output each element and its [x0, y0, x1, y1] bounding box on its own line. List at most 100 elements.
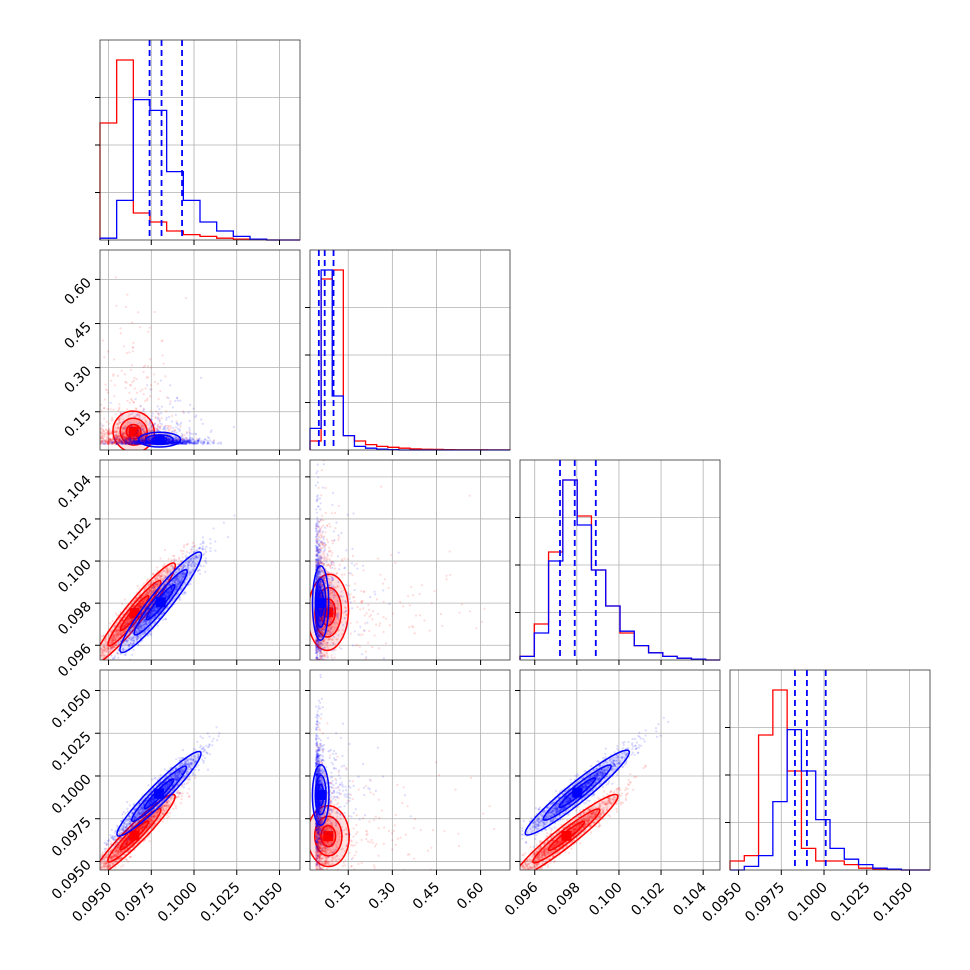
scatter-point [105, 428, 108, 432]
scatter-point [183, 440, 186, 443]
scatter-point [123, 425, 127, 428]
scatter-point [95, 432, 97, 434]
scatter-point [179, 399, 182, 402]
scatter-point [123, 441, 126, 444]
scatter-point [106, 429, 109, 432]
scatter-point [137, 442, 140, 445]
scatter-point [190, 548, 193, 551]
scatter-point [181, 442, 184, 445]
scatter-point [118, 441, 121, 444]
scatter-point [105, 420, 108, 423]
scatter-point [154, 422, 157, 425]
scatter-point [143, 441, 147, 444]
scatter-point [183, 440, 187, 443]
scatter-point [115, 437, 118, 440]
scatter-point [135, 439, 138, 442]
scatter-point [164, 375, 167, 378]
scatter-point [118, 439, 121, 442]
scatter-point [125, 437, 128, 440]
scatter-point [150, 429, 153, 432]
scatter-point [105, 440, 108, 443]
scatter-point [175, 437, 178, 440]
scatter-point [129, 440, 132, 443]
scatter-point [176, 440, 179, 443]
scatter-point [185, 436, 188, 439]
scatter-point [124, 425, 127, 428]
scatter-point [179, 425, 182, 428]
scatter-point [88, 662, 90, 664]
scatter-point [190, 442, 193, 445]
scatter-point [118, 441, 121, 444]
scatter-point [129, 368, 132, 371]
scatter-point [150, 388, 153, 391]
scatter-point [117, 441, 120, 444]
scatter-point [124, 436, 127, 439]
scatter-point [93, 436, 95, 438]
scatter-point [131, 441, 134, 445]
scatter-point [105, 432, 108, 435]
scatter-point [93, 423, 95, 425]
scatter-point [119, 439, 123, 443]
scatter-point [188, 434, 191, 437]
scatter-point [126, 408, 129, 411]
scatter-point [121, 441, 124, 444]
scatter-point [122, 442, 125, 446]
scatter-point [136, 414, 139, 417]
scatter-point [116, 440, 119, 443]
scatter-point [149, 439, 152, 442]
scatter-point [117, 440, 120, 443]
scatter-point [147, 428, 150, 432]
scatter-point [140, 438, 143, 441]
scatter-point [189, 432, 192, 435]
scatter-point [104, 439, 107, 442]
scatter-point [97, 652, 99, 654]
scatter-point [104, 428, 107, 431]
scatter-point [187, 411, 190, 414]
scatter-point [115, 437, 118, 440]
scatter-point [110, 673, 112, 675]
scatter-point [156, 427, 159, 430]
scatter-point [128, 438, 131, 442]
scatter-point [107, 441, 110, 444]
scatter-point [116, 423, 119, 426]
scatter-point [148, 427, 151, 430]
scatter-point [175, 438, 178, 441]
scatter-point [206, 436, 209, 439]
scatter-point [121, 442, 125, 445]
scatter-point [123, 437, 126, 440]
scatter-point [125, 441, 128, 444]
scatter-point [121, 432, 125, 435]
scatter-point [147, 438, 150, 441]
scatter-point [100, 422, 102, 425]
scatter-point [108, 431, 111, 434]
scatter-point [123, 442, 126, 445]
scatter-point [168, 415, 171, 419]
scatter-point [181, 410, 185, 413]
scatter-point [200, 439, 203, 442]
scatter-point [96, 439, 98, 441]
scatter-point [133, 441, 136, 444]
scatter-point [197, 439, 200, 443]
scatter-point [116, 438, 120, 441]
scatter-point [176, 439, 179, 442]
scatter-point [176, 438, 179, 441]
scatter-point [118, 441, 121, 444]
scatter-point [122, 427, 125, 430]
scatter-point [151, 412, 154, 415]
scatter-point [118, 438, 121, 441]
scatter-point [174, 413, 177, 416]
scatter-point [189, 403, 192, 406]
scatter-point [167, 438, 170, 441]
scatter-point [110, 654, 113, 657]
scatter-point [86, 435, 88, 437]
scatter-point [159, 557, 162, 560]
scatter-point [108, 440, 111, 443]
scatter-point [127, 438, 130, 441]
scatter-point [136, 423, 139, 426]
scatter-point [149, 358, 152, 361]
scatter-point [124, 441, 127, 444]
scatter-point [115, 436, 118, 439]
scatter-point [189, 441, 192, 444]
scatter-point [163, 425, 166, 428]
scatter-point [97, 661, 99, 663]
